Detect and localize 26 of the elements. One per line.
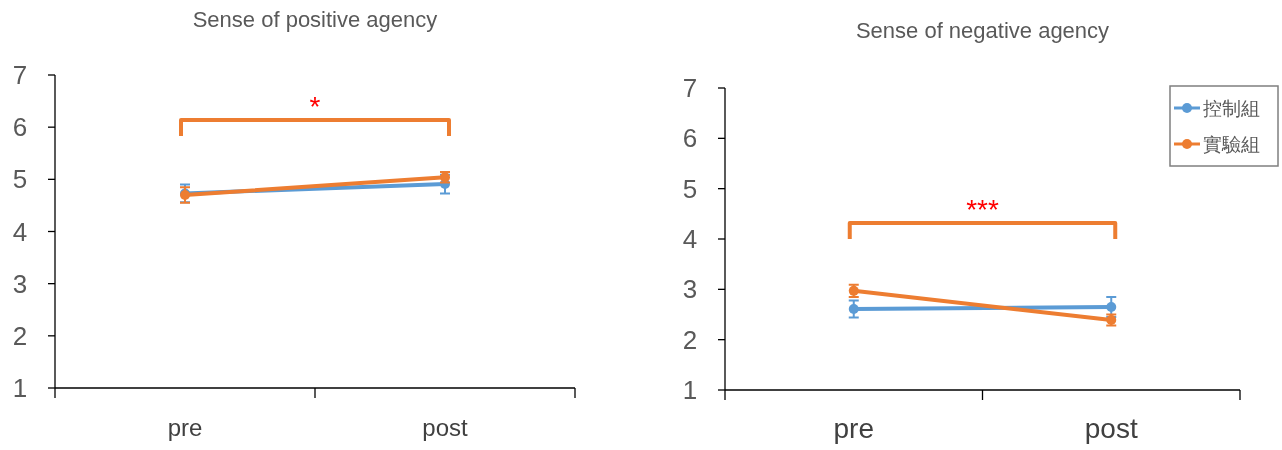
x-tick-label: pre xyxy=(833,413,874,444)
y-tick-label: 2 xyxy=(682,324,698,355)
annotation: * xyxy=(309,91,321,122)
legend-label: 控制組 xyxy=(1203,98,1260,119)
point xyxy=(848,303,859,314)
y-tick-label: 2 xyxy=(12,320,28,351)
x-tick-label: post xyxy=(1084,413,1138,444)
annotation: *** xyxy=(966,194,999,225)
y-tick-label: 4 xyxy=(682,224,698,254)
chart-title: Sense of positive agency xyxy=(192,7,438,32)
chart-title: Sense of negative agency xyxy=(855,18,1110,43)
y-tick-label: 7 xyxy=(12,60,28,90)
point xyxy=(1106,301,1117,312)
x-tick-label: pre xyxy=(167,414,203,441)
y-tick-label: 1 xyxy=(682,375,698,405)
y-tick-label: 6 xyxy=(682,123,698,154)
y-tick-label: 7 xyxy=(682,73,698,103)
x-tick-label: post xyxy=(422,414,469,441)
y-tick-label: 1 xyxy=(12,373,28,403)
y-tick-label: 3 xyxy=(682,274,698,305)
y-tick-label: 4 xyxy=(12,216,28,247)
y-tick-label: 5 xyxy=(12,164,28,195)
y-tick-label: 5 xyxy=(682,173,698,204)
legend-label: 實驗組 xyxy=(1203,134,1260,155)
y-tick-label: 3 xyxy=(12,268,28,299)
y-tick-label: 6 xyxy=(12,112,28,143)
